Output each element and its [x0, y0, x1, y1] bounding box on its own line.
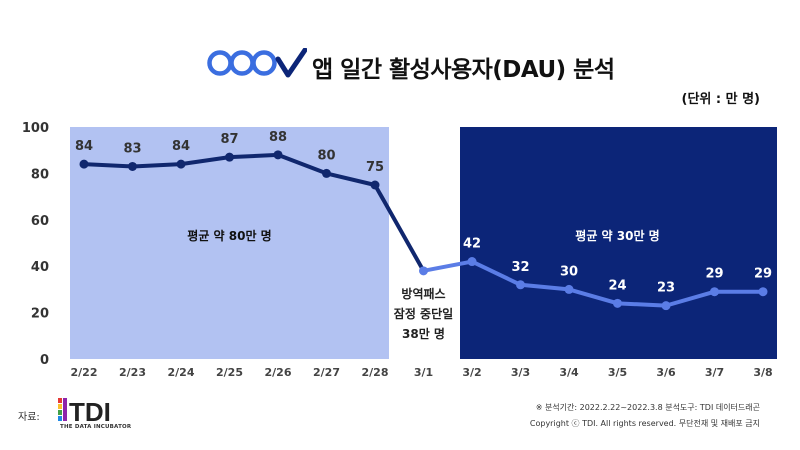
- x-tick-label: 3/2: [462, 366, 481, 379]
- data-point: [661, 301, 671, 311]
- chart-title: 앱 일간 활성사용자(DAU) 분석: [312, 57, 615, 83]
- x-tick-label: 2/25: [216, 366, 243, 379]
- right-region-annotation: 평균 약 30만 명: [575, 228, 659, 243]
- data-point: [613, 298, 622, 308]
- data-label: 84: [172, 139, 190, 154]
- mid-annotation-line: 잠정 중단일: [394, 306, 453, 321]
- data-label: 30: [560, 264, 578, 279]
- x-tick-label: 3/5: [608, 366, 627, 379]
- data-point: [467, 257, 477, 267]
- y-tick-label: 20: [31, 307, 49, 322]
- data-label: 42: [463, 237, 481, 252]
- data-point: [273, 150, 283, 160]
- source-label: 자료:: [18, 412, 40, 423]
- data-label: 75: [366, 160, 384, 175]
- x-tick-label: 2/24: [168, 366, 195, 379]
- mid-annotation-line: 방역패스: [401, 286, 445, 301]
- data-label: 84: [75, 139, 93, 154]
- data-point: [564, 284, 574, 294]
- dau-line-chart: 0 20 40 60 80 100 2/22 2/23 2/24 2/25 2/26 2/27 2/28…: [22, 121, 777, 379]
- data-point: [370, 180, 380, 190]
- coov-logo-icon: [207, 48, 307, 78]
- series-line-before: [83, 152, 426, 272]
- data-point: [128, 161, 137, 171]
- data-label: 23: [657, 281, 675, 296]
- x-tick-label: 3/3: [511, 366, 530, 379]
- x-tick-label: 3/1: [414, 366, 433, 379]
- data-point: [322, 168, 331, 178]
- data-point: [79, 159, 89, 169]
- x-tick-label: 3/7: [705, 366, 724, 379]
- data-point: [176, 159, 186, 169]
- chart-header: 앱 일간 활성사용자(DAU) 분석: [0, 38, 800, 88]
- x-tick-label: 2/27: [313, 366, 340, 379]
- x-tick-label: 2/28: [362, 366, 389, 379]
- mid-annotation-line: 38만 명: [402, 326, 445, 341]
- data-label: 83: [123, 141, 141, 156]
- unit-label: (단위 : 만 명): [681, 92, 761, 107]
- data-label: 88: [269, 130, 287, 145]
- series-line-after: [423, 259, 763, 308]
- data-label: 87: [220, 132, 238, 147]
- data-label: 24: [608, 278, 626, 293]
- tdi-logo: TDI: [58, 397, 111, 424]
- analysis-note: ※ 분석기간: 2022.2.22~2022.3.8 분석도구: TDI 데이터…: [535, 403, 760, 412]
- right-region-bg: [460, 127, 777, 359]
- x-tick-label: 2/23: [119, 366, 146, 379]
- data-label: 32: [511, 260, 529, 275]
- data-point: [225, 152, 234, 162]
- data-point: [710, 287, 719, 297]
- tdi-logo-sub: THE DATA INCUBATOR: [60, 424, 132, 430]
- left-region-bg: [70, 127, 389, 359]
- data-label: 80: [317, 148, 335, 163]
- x-tick-label: 3/8: [753, 366, 772, 379]
- data-point: [419, 266, 428, 276]
- data-label: 29: [705, 267, 723, 282]
- data-point: [516, 280, 525, 290]
- x-tick-label: 2/22: [71, 366, 98, 379]
- y-tick-label: 100: [22, 121, 49, 136]
- left-region-annotation: 평균 약 80만 명: [187, 228, 271, 243]
- y-tick-label: 60: [31, 214, 49, 229]
- data-point: [758, 287, 768, 297]
- data-label: 29: [754, 267, 772, 282]
- x-tick-label: 3/4: [559, 366, 579, 379]
- x-tick-label: 3/6: [656, 366, 676, 379]
- copyright-note: Copyright ⓒ TDI. All rights reserved. 무단…: [529, 419, 760, 428]
- y-tick-label: 0: [40, 353, 49, 368]
- y-tick-label: 80: [31, 167, 49, 182]
- y-tick-label: 40: [31, 260, 49, 275]
- tdi-logo-text: TDI: [69, 397, 111, 424]
- x-tick-label: 2/26: [265, 366, 292, 379]
